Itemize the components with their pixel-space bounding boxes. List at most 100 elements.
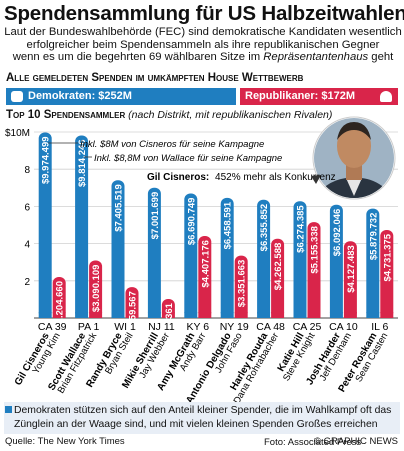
top10-subtitle: (nach Distrikt, mit republikanischen Riv… bbox=[128, 109, 333, 121]
totals-section-title: Alle gemeldeten Spenden im umkämpften Ho… bbox=[6, 72, 304, 84]
highlight-text: 452% mehr als Konkurrenz bbox=[215, 172, 336, 183]
democrat-value-label: $6.458.591 bbox=[223, 201, 234, 249]
democrat-value-label: $6.274.385 bbox=[296, 205, 307, 253]
subtitle-emphasis: Repräsentantenhaus bbox=[263, 51, 369, 64]
democrat-bar bbox=[184, 193, 198, 318]
democrat-bar-base bbox=[293, 312, 307, 318]
category-label: CA 48 bbox=[256, 321, 285, 333]
y-tick-label: 4 bbox=[24, 240, 30, 251]
democrat-bar bbox=[257, 199, 271, 318]
republican-bar-base bbox=[198, 312, 212, 318]
source-credit: Quelle: The New York Times bbox=[5, 436, 125, 447]
cisneros-note: Inkl. $8M von Cisneros für seine Kampagn… bbox=[80, 139, 264, 150]
democrat-bar bbox=[111, 180, 125, 318]
democrat-bar bbox=[38, 132, 52, 318]
subtitle-line-2: erfolgreicher beim Spendensammeln als ih… bbox=[26, 38, 380, 51]
republican-bar bbox=[343, 241, 357, 318]
y-axis-ticks: $10M 8 6 4 2 bbox=[5, 128, 30, 288]
y-tick-label: 6 bbox=[24, 202, 30, 213]
highlight-name: Gil Cisneros: bbox=[147, 172, 209, 183]
republican-value-label: $1.659.567 bbox=[128, 291, 139, 339]
democrat-value-label: $6.355.852 bbox=[259, 204, 270, 252]
photo-credit: Foto: Associated Press bbox=[264, 437, 362, 448]
republican-bar-base bbox=[271, 312, 285, 318]
republican-value-label: $4.127.483 bbox=[346, 245, 357, 293]
subtitle-line-3-post: geht bbox=[368, 51, 394, 64]
republican-bar-base bbox=[343, 312, 357, 318]
elephant-icon bbox=[380, 91, 392, 102]
copyright: © GRAPHIC NEWS bbox=[313, 436, 398, 447]
category-label: NY 19 bbox=[220, 321, 249, 333]
subtitle-line-3: wenn es um die begehrten 69 wählbaren Si… bbox=[4, 51, 402, 64]
republican-total-label: Republikaner: $172M bbox=[245, 90, 356, 102]
democrat-bar-base bbox=[75, 312, 89, 318]
category-label: KY 6 bbox=[187, 321, 210, 333]
top10-heading: Top 10 Spendensammler (nach Distrikt, mi… bbox=[6, 109, 332, 121]
y-tick-label: 8 bbox=[24, 165, 30, 176]
republican-bar bbox=[125, 287, 139, 318]
subtitle: Laut der Bundeswahlbehörde (FEC) sind de… bbox=[4, 26, 402, 64]
y-tick-label: 2 bbox=[24, 277, 30, 288]
x-axis-labels: CA 39 PA 1 WI 1 NJ 11 KY 6 NY 19 CA 48 CA 25 CA … bbox=[38, 321, 389, 333]
category-label: CA 10 bbox=[329, 321, 358, 333]
republican-total-bar: Republikaner: $172M bbox=[240, 88, 398, 105]
republican-bar-base bbox=[89, 312, 103, 318]
donkey-icon bbox=[11, 91, 23, 102]
footer-note: Demokraten stützen sich auf den Anteil k… bbox=[14, 405, 392, 430]
subtitle-line-1: Laut der Bundeswahlbehörde (FEC) sind de… bbox=[4, 26, 402, 38]
republican-bar-base bbox=[307, 312, 321, 318]
democrat-bar-base bbox=[111, 312, 125, 318]
republican-bar bbox=[307, 222, 321, 318]
democrat-total-label: Demokraten: $252M bbox=[28, 90, 132, 102]
republican-value-label: $5.155.338 bbox=[310, 226, 321, 274]
wallace-annotation: Inkl. $8,8M von Wallace für seine Kampag… bbox=[84, 153, 282, 164]
republican-bar bbox=[271, 238, 285, 318]
republican-value-label: $3.351.663 bbox=[237, 260, 248, 308]
republican-value-label: $2.204.660 bbox=[55, 281, 66, 329]
y-tick-label: $10M bbox=[5, 128, 30, 139]
highlight-callout: Gil Cisneros: 452% mehr als Konkurrenz bbox=[147, 172, 336, 184]
republican-bar-base bbox=[234, 312, 248, 318]
republican-bar-base bbox=[52, 312, 66, 318]
democrat-value-label: $7.001.699 bbox=[150, 192, 161, 240]
democrat-bar-base bbox=[329, 312, 343, 318]
democrat-bar bbox=[220, 197, 234, 318]
democrat-bar-base bbox=[257, 312, 271, 318]
democrat-total-bar: Demokraten: $252M bbox=[6, 88, 236, 105]
cisneros-annotation: Inkl. $8M von Cisneros für seine Kampagn… bbox=[48, 139, 264, 150]
democrat-bar-base bbox=[366, 312, 380, 318]
republican-value-label: $1.020.361 bbox=[164, 302, 175, 350]
category-label: CA 39 bbox=[38, 321, 67, 333]
republican-value-label: $4.262.588 bbox=[273, 243, 284, 291]
democrat-bar-base bbox=[184, 312, 198, 318]
category-label: IL 6 bbox=[371, 321, 388, 333]
category-label: PA 1 bbox=[78, 321, 100, 333]
top10-title: Top 10 Spendensammler bbox=[6, 109, 126, 121]
footer-note-box bbox=[4, 402, 400, 434]
republican-bar bbox=[198, 236, 212, 318]
bars: $9.974.499 $2.204.660 $9.814.246 $3.090.109… bbox=[38, 132, 394, 351]
square-bullet-icon bbox=[5, 406, 12, 413]
democrat-bar bbox=[329, 204, 343, 318]
democrat-value-label: $9.974.499 bbox=[41, 136, 52, 184]
democrat-value-label: $9.814.246 bbox=[77, 139, 88, 187]
democrat-bar bbox=[147, 187, 161, 318]
democrat-bar bbox=[293, 201, 307, 318]
republican-bar bbox=[234, 255, 248, 318]
republican-bar bbox=[89, 260, 103, 318]
republican-bar-base bbox=[125, 312, 139, 318]
republican-bar bbox=[380, 229, 394, 318]
democrat-value-label: $6.092.046 bbox=[332, 209, 343, 257]
page-title: Spendensammlung für US Halbzeitwahlen bbox=[4, 2, 404, 25]
republican-value-label: $4.407.176 bbox=[200, 240, 211, 288]
democrat-value-label: $5.879.732 bbox=[368, 213, 379, 261]
republican-bar-base bbox=[161, 312, 175, 318]
republican-value-label: $4.731.375 bbox=[382, 233, 393, 281]
category-label: NJ 11 bbox=[148, 321, 175, 333]
democrat-bar-base bbox=[38, 312, 52, 318]
cisneros-portrait bbox=[312, 116, 396, 200]
category-label: CA 25 bbox=[293, 321, 322, 333]
republican-bar-base bbox=[380, 312, 394, 318]
